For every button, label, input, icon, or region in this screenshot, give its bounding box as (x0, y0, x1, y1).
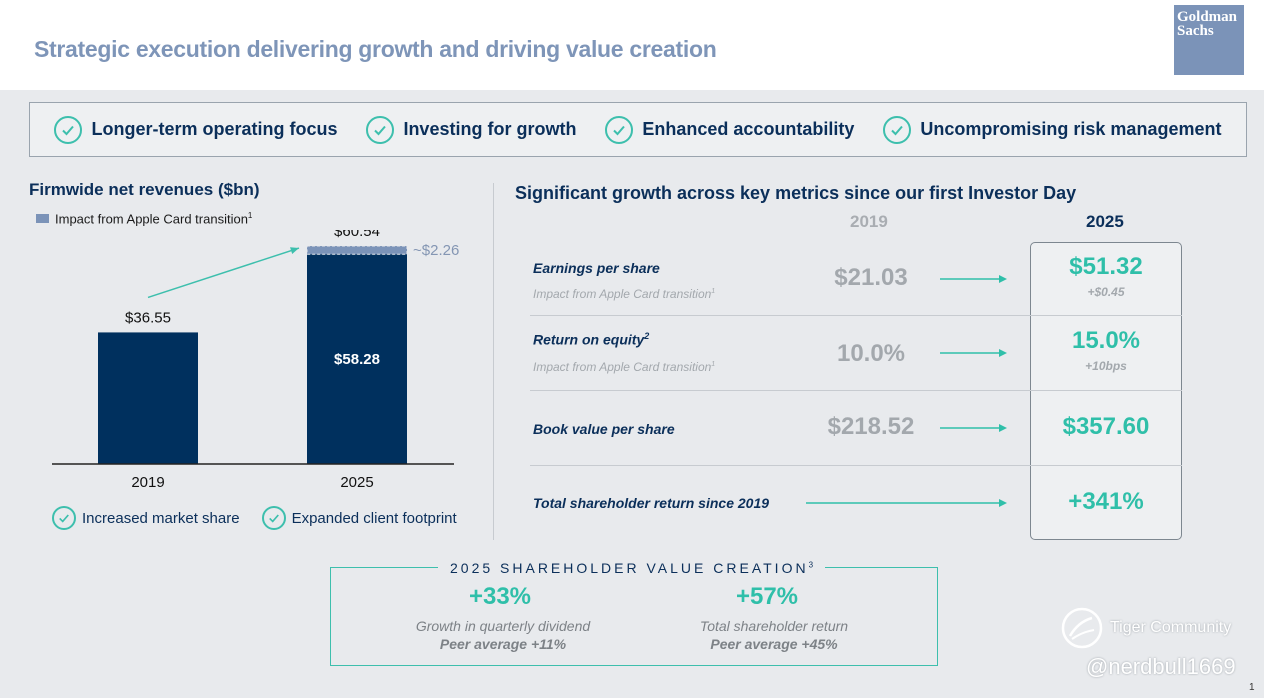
highlight-chip: Expanded client footprint (261, 506, 457, 530)
chip-label: Expanded client footprint (291, 509, 457, 527)
value-2019-roe: 10.0% (836, 340, 906, 367)
check-circle-icon (605, 115, 634, 144)
x-tick-label: 2025 (340, 474, 373, 491)
impact-annotation-label: ~$2.26 (413, 242, 459, 259)
pillar-item: Longer-term operating focus (54, 115, 338, 144)
pillar-item: Uncompromising risk management (883, 115, 1222, 144)
check-circle-icon (366, 115, 395, 144)
tsr-caption: Total shareholder return (699, 618, 849, 634)
value-2025-roe: 15.0% (1071, 327, 1141, 354)
shareholder-value-title: 2025 SHAREHOLDER VALUE CREATION3 (438, 560, 826, 576)
legend-swatch (36, 214, 49, 224)
tsr-growth-value: +57% (735, 583, 799, 610)
growth-arrow-line (147, 247, 300, 299)
pillar-item: Investing for growth (366, 115, 577, 144)
metric-label-bvps: Book value per share (533, 421, 675, 437)
value-2025-eps: $51.32 (1069, 253, 1143, 280)
bar-total-label: $36.55 (125, 309, 171, 326)
row-separator (530, 465, 1182, 466)
year-2019-header: 2019 (850, 212, 888, 231)
bar-inner-label: $58.28 (334, 351, 380, 368)
metric-label-roe: Return on equity2 (533, 331, 650, 348)
row-separator (530, 315, 1182, 316)
dividend-growth-value: +33% (468, 583, 532, 610)
growth-arrow-head (290, 247, 299, 254)
revenue-bar (98, 332, 198, 464)
revenues-bar-chart: $36.55 2019 $60.54 $58.28 2025 ~$2.26 (52, 230, 459, 491)
value-2025-roe-impact: +10bps (1085, 359, 1127, 373)
arrow-right-icon (940, 349, 1007, 357)
x-tick-label: 2019 (131, 474, 164, 491)
section-divider (493, 183, 494, 540)
pillar-label: Enhanced accountability (642, 119, 855, 139)
value-2025-eps-impact: +$0.45 (1087, 285, 1125, 299)
pillar-label: Investing for growth (403, 119, 577, 139)
arrow-right-icon (806, 499, 1007, 507)
metric-label-tsr: Total shareholder return since 2019 (533, 495, 770, 511)
pillar-label: Longer-term operating focus (91, 119, 338, 139)
check-circle-icon (52, 506, 76, 530)
logo-line2: Sachs (1177, 23, 1214, 39)
legend-label: Impact from Apple Card transition1 (55, 211, 253, 227)
chip-label: Increased market share (82, 509, 240, 527)
metric-label-eps: Earnings per share (533, 260, 660, 276)
watermark-line2: @nerdbull1669 (1086, 654, 1236, 679)
impact-bar-segment (306, 245, 408, 255)
header (0, 0, 1264, 90)
year-2025-header: 2025 (1086, 212, 1124, 231)
arrow-right-icon (940, 275, 1007, 283)
metrics-title: Significant growth across key metrics si… (515, 183, 1077, 203)
revenue-highlights: Increased market share Expanded client f… (52, 506, 457, 530)
value-2025-tsr: +341% (1068, 488, 1144, 515)
page-number: 1 (1249, 682, 1255, 693)
goldman-sachs-logo: Goldman Sachs (1174, 5, 1244, 75)
highlight-column-2025 (1030, 242, 1182, 540)
logo-line1: Goldman (1177, 9, 1238, 25)
value-2025-bvps: $357.60 (1062, 413, 1150, 440)
strategic-pillars: Longer-term operating focus Investing fo… (29, 102, 1247, 157)
metric-sub-roe: Impact from Apple Card transition1 (533, 360, 716, 374)
bar-total-label: $60.54 (334, 230, 380, 240)
highlight-chip: Increased market share (52, 506, 240, 530)
tsr-peer-average: Peer average +45% (710, 636, 838, 652)
row-separator (530, 390, 1182, 391)
dividend-peer-average: Peer average +11% (439, 636, 567, 652)
watermark-line1: Tiger Community (1110, 619, 1232, 636)
check-circle-icon (261, 506, 286, 530)
pillar-label: Uncompromising risk management (920, 119, 1222, 139)
arrow-right-icon (940, 424, 1007, 432)
revenue-bar (307, 254, 407, 464)
check-circle-icon (54, 115, 83, 144)
page-title: Strategic execution delivering growth an… (34, 36, 717, 62)
dividend-growth-caption: Growth in quarterly dividend (415, 618, 591, 634)
metric-sub-eps: Impact from Apple Card transition1 (533, 287, 716, 301)
value-2019-eps: $21.03 (834, 264, 908, 291)
pillar-item: Enhanced accountability (605, 115, 855, 144)
revenues-title: Firmwide net revenues ($bn) (29, 180, 260, 199)
value-2019-bvps: $218.52 (827, 413, 915, 440)
tiger-community-logo-icon (1061, 607, 1103, 649)
chart-legend: Impact from Apple Card transition1 (36, 211, 252, 226)
check-circle-icon (883, 115, 912, 144)
